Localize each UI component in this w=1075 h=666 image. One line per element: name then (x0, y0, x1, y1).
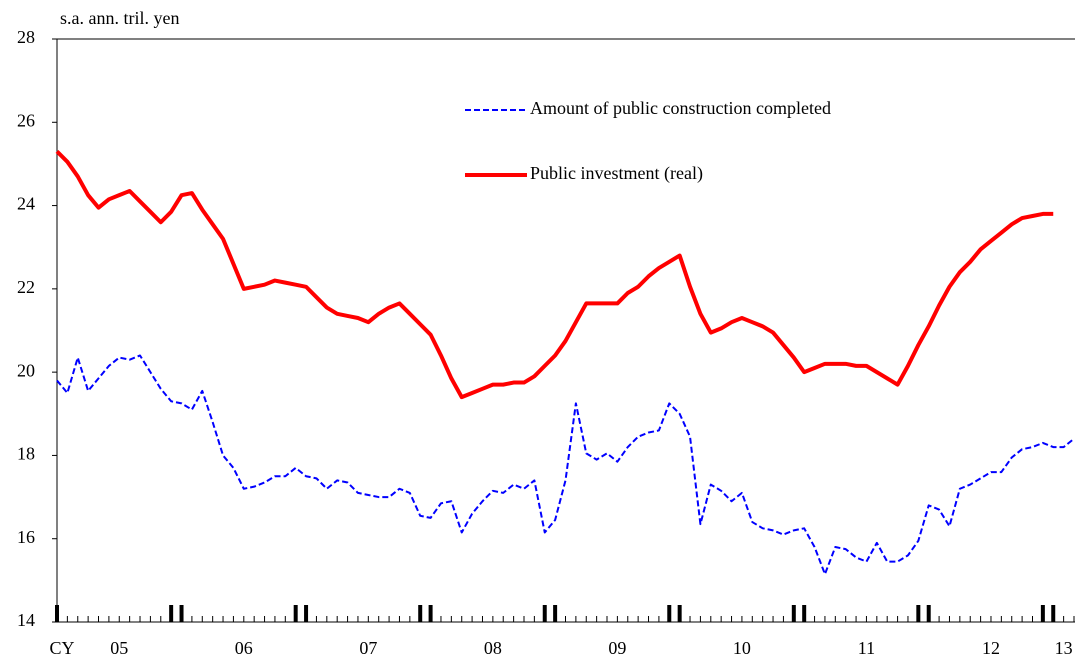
y-tick-label: 28 (17, 27, 35, 47)
x-tick-label: 10 (733, 638, 751, 658)
x-prefix: CY (49, 638, 74, 658)
y-tick-label: 18 (17, 444, 35, 464)
x-tick-label: 05 (110, 638, 128, 658)
y-tick-label: 14 (17, 610, 35, 630)
y-tick-label: 20 (17, 360, 35, 380)
series-line (56, 354, 1075, 576)
legend-label: Public investment (real) (530, 163, 703, 184)
series-line (55, 150, 1054, 400)
y-tick-label: 24 (17, 194, 35, 214)
x-tick-label: 11 (858, 638, 875, 658)
y-axis-label: s.a. ann. tril. yen (60, 8, 179, 28)
y-tick-label: 16 (17, 527, 35, 547)
x-tick-label: 06 (235, 638, 253, 658)
x-tick-label: 13 (1055, 638, 1073, 658)
y-tick-label: 22 (17, 277, 35, 297)
x-tick-label: 08 (484, 638, 502, 658)
legend-label: Amount of public construction completed (530, 98, 831, 118)
x-tick-label: 09 (608, 638, 626, 658)
x-tick-label: 07 (359, 638, 377, 658)
x-tick-label: 12 (982, 638, 1000, 658)
y-tick-label: 26 (17, 110, 35, 130)
